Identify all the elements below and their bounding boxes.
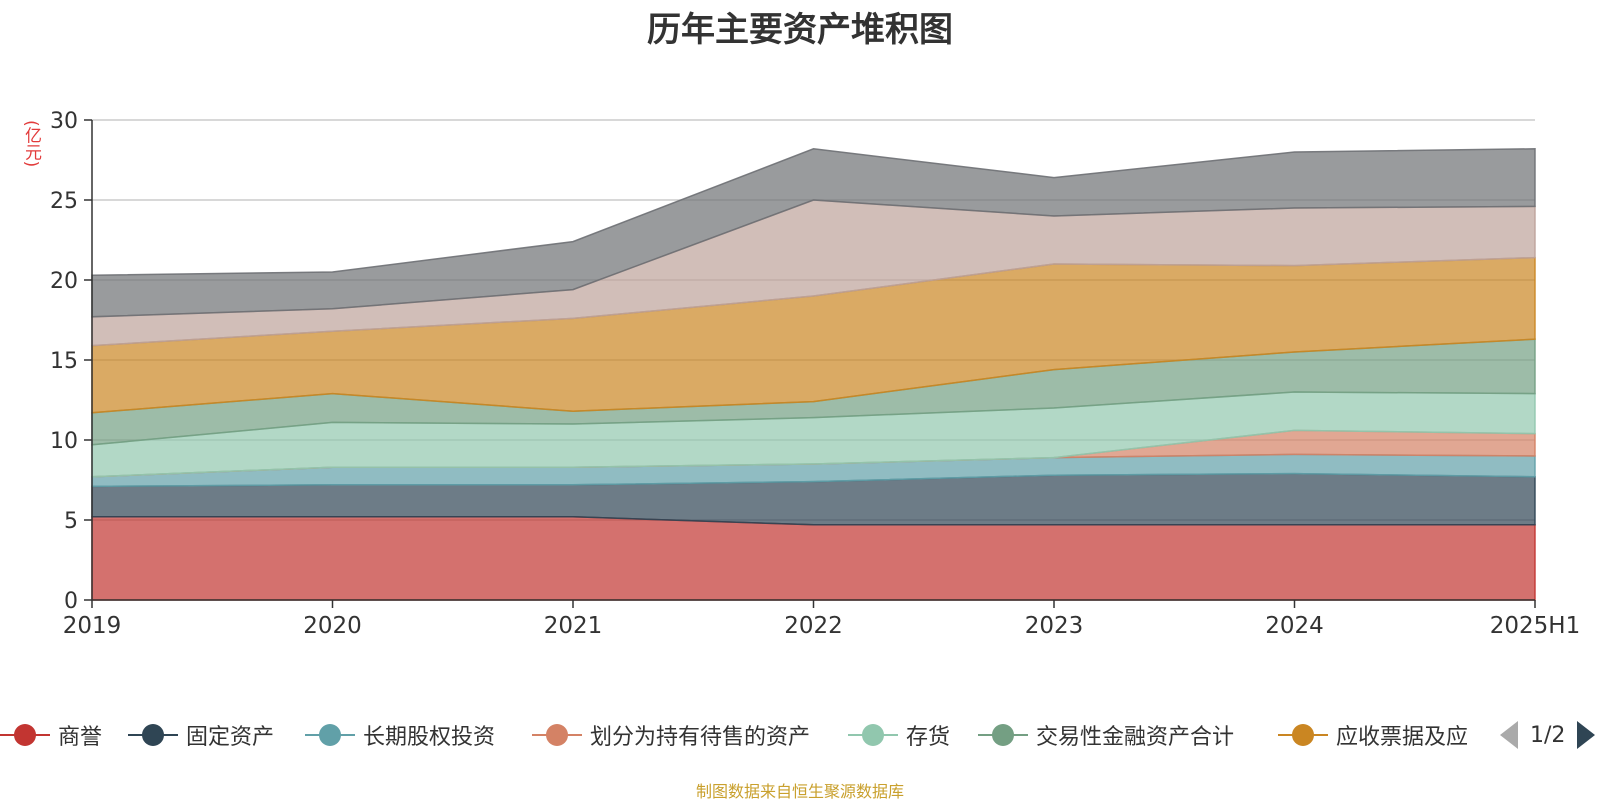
- legend-label: 长期股权投资: [363, 725, 496, 750]
- legend-marker-icon: [305, 718, 355, 752]
- legend-item[interactable]: 应收票据及应: [1278, 718, 1468, 752]
- legend-marker-icon: [128, 718, 178, 752]
- x-tick-label: 2023: [1025, 613, 1084, 639]
- legend-label: 存货: [906, 725, 951, 750]
- axes: 0 5 10 15 20 25 30 2019 2020 2021 2022 2023 2024 2025…: [50, 109, 1580, 639]
- legend-item[interactable]: 交易性金融资产合计: [978, 718, 1234, 752]
- source-note: 制图数据来自恒生聚源数据库: [695, 782, 904, 801]
- legend-item[interactable]: 划分为持有待售的资产: [532, 718, 810, 752]
- y-tick-label: 20: [50, 269, 78, 294]
- y-tick-label: 15: [50, 349, 78, 374]
- y-tick-label: 30: [50, 109, 78, 134]
- legend-marker-icon: [0, 718, 50, 752]
- legend-marker-icon: [848, 718, 898, 752]
- legend-label: 固定资产: [186, 725, 275, 750]
- legend-label: 商誉: [58, 725, 103, 750]
- legend-page-indicator: 1/2: [1530, 722, 1566, 748]
- y-tick-label: 10: [50, 429, 78, 454]
- legend-item[interactable]: 固定资产: [128, 718, 274, 752]
- legend-marker-icon: [532, 718, 582, 752]
- y-tick-label: 25: [50, 189, 78, 214]
- legend-label: 划分为持有待售的资产: [590, 725, 811, 750]
- x-tick-label: 2025H1: [1490, 613, 1580, 639]
- area-series: [91, 148, 1536, 601]
- legend: 商誉 固定资产 长期股权投资 划分为持有待售的资产 存货 交易性金融资产合计 应收票据及应: [0, 718, 1600, 758]
- x-tick-label: 2024: [1265, 613, 1324, 639]
- legend-marker-icon: [978, 718, 1028, 752]
- x-tick-label: 2021: [544, 613, 603, 639]
- legend-marker-icon: [1278, 718, 1328, 752]
- x-tick-label: 2019: [63, 613, 122, 639]
- legend-item[interactable]: 商誉: [0, 718, 102, 752]
- area-series-8: [91, 148, 1536, 318]
- chart-title: 历年主要资产堆积图: [647, 10, 953, 50]
- legend-pager: 1/2: [1500, 718, 1596, 752]
- area-series-0: [91, 516, 1536, 601]
- legend-next-page-icon[interactable]: [1577, 721, 1596, 749]
- legend-prev-page-icon[interactable]: [1500, 721, 1518, 749]
- legend-item[interactable]: 长期股权投资: [305, 718, 495, 752]
- y-tick-label: 0: [64, 589, 78, 614]
- stacked-area-chart: 0 5 10 15 20 25 30 2019 2020 2021 2022 2023 2024 2025…: [50, 109, 1580, 639]
- legend-label: 交易性金融资产合计: [1036, 725, 1235, 750]
- x-tick-label: 2020: [303, 613, 362, 639]
- x-tick-label: 2022: [784, 613, 843, 639]
- y-axis-unit-label: (亿元): [21, 120, 41, 168]
- y-tick-label: 5: [64, 509, 78, 534]
- legend-item[interactable]: 存货: [848, 718, 950, 752]
- legend-label: 应收票据及应: [1336, 725, 1469, 750]
